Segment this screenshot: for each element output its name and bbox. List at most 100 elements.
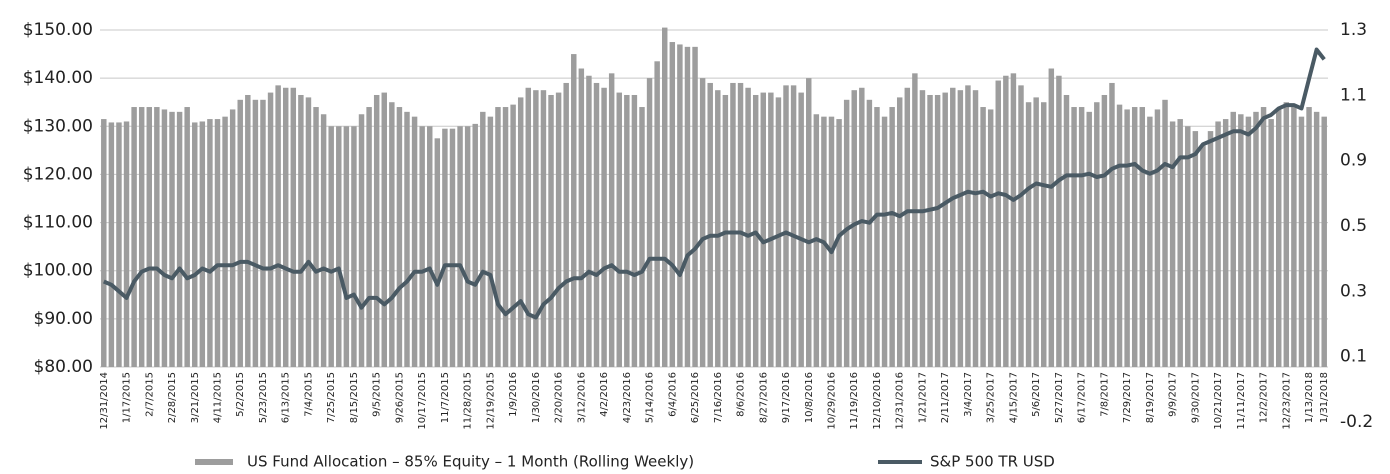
bar (1283, 102, 1290, 367)
bar (737, 82, 744, 367)
bar (214, 119, 221, 367)
bar (677, 44, 683, 367)
bar (836, 119, 842, 367)
x-tick-label: 5/23/2015 (258, 372, 269, 423)
x-tick-label: 11/19/2016 (849, 372, 860, 430)
bar (745, 87, 751, 368)
bar (1078, 107, 1085, 368)
bar (980, 107, 986, 368)
bar (282, 87, 289, 368)
bar (464, 126, 471, 368)
bar (1185, 126, 1191, 368)
x-tick-label: 1/13/2018 (1304, 372, 1315, 423)
x-tick-label: 11/7/2015 (440, 372, 451, 423)
bar (1041, 102, 1047, 367)
bar (313, 107, 319, 368)
legend-swatch (195, 459, 233, 465)
bar (419, 126, 425, 368)
bar (1094, 102, 1100, 367)
x-tick-label: 2/11/2017 (940, 372, 951, 423)
x-tick-label: 12/31/2014 (99, 372, 110, 430)
x-tick-label: 3/21/2015 (190, 372, 201, 423)
bar (927, 94, 933, 367)
bar (161, 109, 168, 367)
bar (684, 46, 691, 367)
bar (843, 99, 850, 368)
bar (616, 92, 622, 367)
x-tick-label: 9/5/2015 (372, 372, 383, 417)
bar (1056, 75, 1062, 367)
bar (601, 87, 607, 368)
x-tick-label: 5/14/2016 (645, 372, 656, 423)
x-tick-label: 4/15/2017 (1008, 372, 1019, 423)
bar (389, 102, 395, 367)
bar (995, 80, 1001, 368)
y2-tick-label: 1.3 (1340, 20, 1367, 40)
bar (593, 82, 600, 367)
x-tick-label: 7/25/2015 (326, 372, 337, 423)
bar (533, 90, 539, 367)
bar (798, 92, 804, 367)
bar (904, 87, 911, 368)
x-tick-label: 6/4/2016 (667, 372, 678, 417)
bar (1109, 82, 1115, 367)
x-tick-label: 9/26/2015 (394, 372, 405, 423)
bar (472, 123, 478, 367)
bar (427, 126, 433, 368)
x-tick-label: 12/10/2016 (872, 372, 883, 430)
bar (661, 27, 668, 367)
y2-tick-label: 0.9 (1340, 151, 1367, 171)
bar (1147, 116, 1153, 368)
y2-tick-label: 1.1 (1340, 85, 1367, 105)
bar (199, 121, 206, 367)
bar (1169, 121, 1176, 367)
bar (1215, 121, 1221, 367)
bar (866, 99, 873, 368)
bar (1063, 94, 1070, 367)
x-tick-label: 9/30/2017 (1190, 372, 1201, 423)
bar (138, 107, 145, 368)
x-tick-label: 4/11/2015 (212, 372, 223, 423)
bar (1131, 107, 1138, 368)
x-tick-label: 10/29/2016 (826, 372, 837, 430)
bar (669, 42, 676, 368)
bar (146, 107, 153, 368)
x-tick-label: 1/17/2015 (122, 372, 133, 423)
bar (101, 119, 107, 367)
bar (874, 107, 880, 368)
x-tick-label: 3/4/2017 (963, 372, 974, 417)
bar (290, 87, 297, 368)
bar (358, 114, 365, 367)
bar (1260, 107, 1267, 368)
y-tick-label: $110.00 (23, 213, 93, 233)
x-tick-label: 12/19/2015 (485, 372, 496, 430)
bar (366, 107, 372, 368)
bar (851, 90, 857, 367)
y-tick-label: $80.00 (34, 357, 93, 377)
x-tick-label: 1/30/2016 (531, 372, 542, 423)
x-tick-label: 9/17/2016 (781, 372, 792, 423)
x-tick-label: 7/29/2017 (1122, 372, 1133, 423)
bar (828, 116, 835, 368)
bar (965, 85, 971, 367)
x-tick-label: 1/31/2018 (1319, 372, 1330, 423)
bar (237, 99, 243, 368)
y2-tick-label: 0.5 (1340, 216, 1367, 236)
bar (229, 109, 236, 367)
bar (404, 111, 410, 367)
bar (950, 87, 956, 368)
bar (1101, 94, 1108, 367)
bar (1230, 111, 1236, 367)
bar (790, 85, 797, 367)
bar (252, 99, 259, 368)
x-tick-label: 3/25/2017 (986, 372, 997, 423)
x-tick-label: 1/21/2017 (917, 372, 928, 423)
bar (768, 92, 774, 367)
bar (1048, 68, 1055, 367)
bar (578, 68, 585, 367)
bar (116, 122, 122, 367)
bar (608, 73, 615, 367)
bar (487, 116, 494, 368)
x-tick-label: 6/17/2017 (1077, 372, 1088, 423)
x-tick-label: 10/17/2015 (417, 372, 428, 430)
